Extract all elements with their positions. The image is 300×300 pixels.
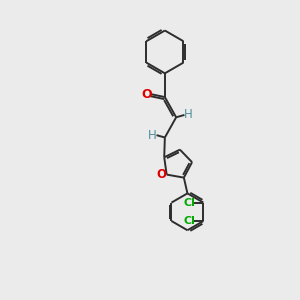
Text: H: H [148,129,157,142]
Text: Cl: Cl [183,216,195,226]
Text: Cl: Cl [183,198,195,208]
Text: O: O [141,88,152,100]
Text: O: O [156,168,166,181]
Text: H: H [184,108,193,122]
